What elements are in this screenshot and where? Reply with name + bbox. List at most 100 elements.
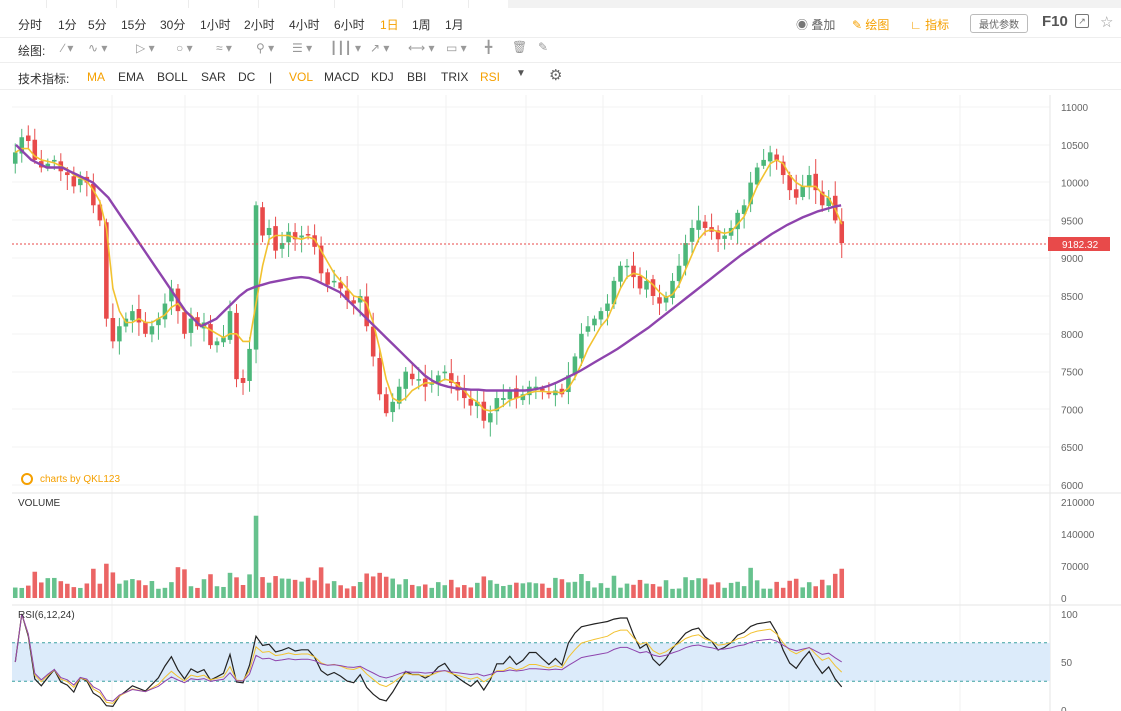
indicator-button[interactable]: ∟ 指标 — [910, 18, 950, 32]
volume-bar — [774, 581, 779, 598]
timeframe-1m[interactable]: 1分 — [58, 18, 77, 32]
candle-body — [780, 161, 786, 176]
layers-icon: ◉ — [796, 18, 809, 32]
arrow-tool-icon[interactable]: ↗ ▾ — [370, 41, 390, 55]
candle-body — [19, 137, 25, 154]
timeframe-5m[interactable]: 5分 — [88, 18, 107, 32]
timeframe-4h[interactable]: 4小时 — [289, 18, 320, 32]
timeframe-6h[interactable]: 6小时 — [334, 18, 365, 32]
volume-bar — [377, 572, 382, 598]
timeframe-1h[interactable]: 1小时 — [200, 18, 231, 32]
pattern-tool-icon[interactable]: ⚲ ▾ — [256, 41, 275, 55]
ray-tool-icon[interactable]: ∿ ▾ — [88, 41, 108, 55]
measure-tool-icon[interactable]: ⟷ ▾ — [408, 41, 435, 55]
candle-body — [65, 172, 70, 176]
draw-button[interactable]: ✎ 绘图 — [852, 18, 890, 32]
timeframe-30m[interactable]: 30分 — [160, 18, 186, 32]
candle-body — [676, 265, 682, 282]
volume-bars — [12, 515, 845, 598]
volume-bar — [97, 583, 103, 598]
volume-bar — [344, 588, 350, 598]
volume-bar — [735, 581, 740, 598]
indicator-ma[interactable]: MA — [87, 70, 105, 84]
price-tick-label: 11000 — [1061, 103, 1089, 114]
volume-bar — [715, 582, 721, 598]
candle-body — [819, 191, 825, 206]
timeframe-15m[interactable]: 15分 — [121, 18, 147, 32]
indicator-boll[interactable]: BOLL — [157, 70, 188, 84]
timeframe-2h[interactable]: 2小时 — [244, 18, 275, 32]
settings-gear-icon[interactable]: ⚙ — [549, 67, 563, 84]
channel-tool-icon[interactable]: ▷ ▾ — [136, 41, 155, 55]
volume-bar — [266, 582, 272, 598]
volume-bar — [832, 573, 838, 598]
candle-body — [312, 235, 317, 247]
price-tick-label: 7000 — [1061, 405, 1084, 416]
candle-body — [631, 265, 636, 278]
volume-bar — [481, 576, 487, 598]
eraser-icon[interactable]: ✎ — [538, 40, 549, 54]
f10-button[interactable]: F10 — [1042, 13, 1068, 30]
volume-bar — [45, 578, 51, 598]
fibonacci-tool-icon[interactable]: ☰ ▾ — [292, 41, 313, 55]
indicator-macd[interactable]: MACD — [324, 70, 360, 84]
volume-bar — [175, 567, 181, 598]
timeframe-1d[interactable]: 1日 — [380, 18, 399, 32]
shape-tool-icon[interactable]: ○ ▾ — [176, 41, 193, 55]
volume-bar — [741, 586, 747, 598]
volume-bar — [696, 578, 701, 598]
volume-bar — [637, 579, 643, 598]
volume-bar — [819, 579, 825, 598]
volume-bar — [416, 586, 422, 598]
indicator-bbi[interactable]: BBI — [407, 70, 427, 84]
rsi-band-fill — [12, 642, 1050, 682]
indicator-vol[interactable]: VOL — [289, 70, 314, 84]
bar-pattern-tool-icon[interactable]: ╋ — [485, 40, 493, 54]
divider — [0, 62, 1121, 63]
overlay-button[interactable]: ◉ 叠加 — [796, 18, 836, 32]
candle-body — [416, 379, 422, 381]
timeframe-tick[interactable]: 分时 — [18, 18, 43, 32]
timeframe-1w[interactable]: 1周 — [412, 18, 431, 32]
candle-body — [553, 390, 558, 396]
annotation-tool-icon[interactable]: ▭ ▾ — [446, 41, 467, 55]
more-dropdown-icon[interactable]: ▼ — [516, 68, 526, 79]
candle-body — [110, 318, 116, 342]
indicator-ema[interactable]: EMA — [118, 70, 145, 84]
volume-tick-label: 210000 — [1061, 498, 1095, 509]
price-tick-label: 6500 — [1061, 443, 1084, 454]
volume-bar — [611, 575, 617, 598]
volume-bar — [429, 587, 435, 598]
candle-body — [605, 303, 610, 311]
indicator-dc[interactable]: DC — [238, 70, 256, 84]
best-params-button[interactable]: 最优参数 — [970, 14, 1028, 33]
fullscreen-icon[interactable]: ↗ — [1075, 14, 1089, 28]
candle-body — [97, 204, 103, 221]
indicator-trix[interactable]: TRIX — [441, 70, 469, 84]
volume-bar — [514, 582, 519, 598]
candle-body — [793, 189, 799, 198]
indicator-sar[interactable]: SAR — [201, 70, 226, 84]
volume-bar — [286, 578, 291, 598]
candle-body — [572, 356, 578, 374]
indicator-rsi[interactable]: RSI — [480, 70, 501, 84]
indicator-kdj[interactable]: KDJ — [371, 70, 394, 84]
trash-icon[interactable]: 🗑 — [512, 40, 528, 54]
price-tick-label: 9500 — [1061, 216, 1084, 227]
candle-body — [494, 398, 500, 412]
wave-tool-icon[interactable]: ≈ ▾ — [216, 41, 232, 55]
ma-lines — [14, 143, 843, 412]
volume-bar — [52, 577, 57, 598]
timeframe-1mo[interactable]: 1月 — [445, 18, 464, 32]
grid-lines — [12, 95, 1121, 711]
candle-body — [292, 232, 298, 240]
candle-body — [611, 280, 617, 305]
candle-body — [618, 265, 623, 282]
candle-body — [149, 326, 155, 335]
gann-tool-icon[interactable]: ┃┃┃ ▾ — [330, 41, 362, 55]
volume-bar — [201, 579, 207, 598]
candle-body — [715, 230, 721, 240]
line-tool-icon[interactable]: ∕ ▾ — [62, 41, 74, 55]
star-icon[interactable]: ☆ — [1100, 14, 1114, 31]
